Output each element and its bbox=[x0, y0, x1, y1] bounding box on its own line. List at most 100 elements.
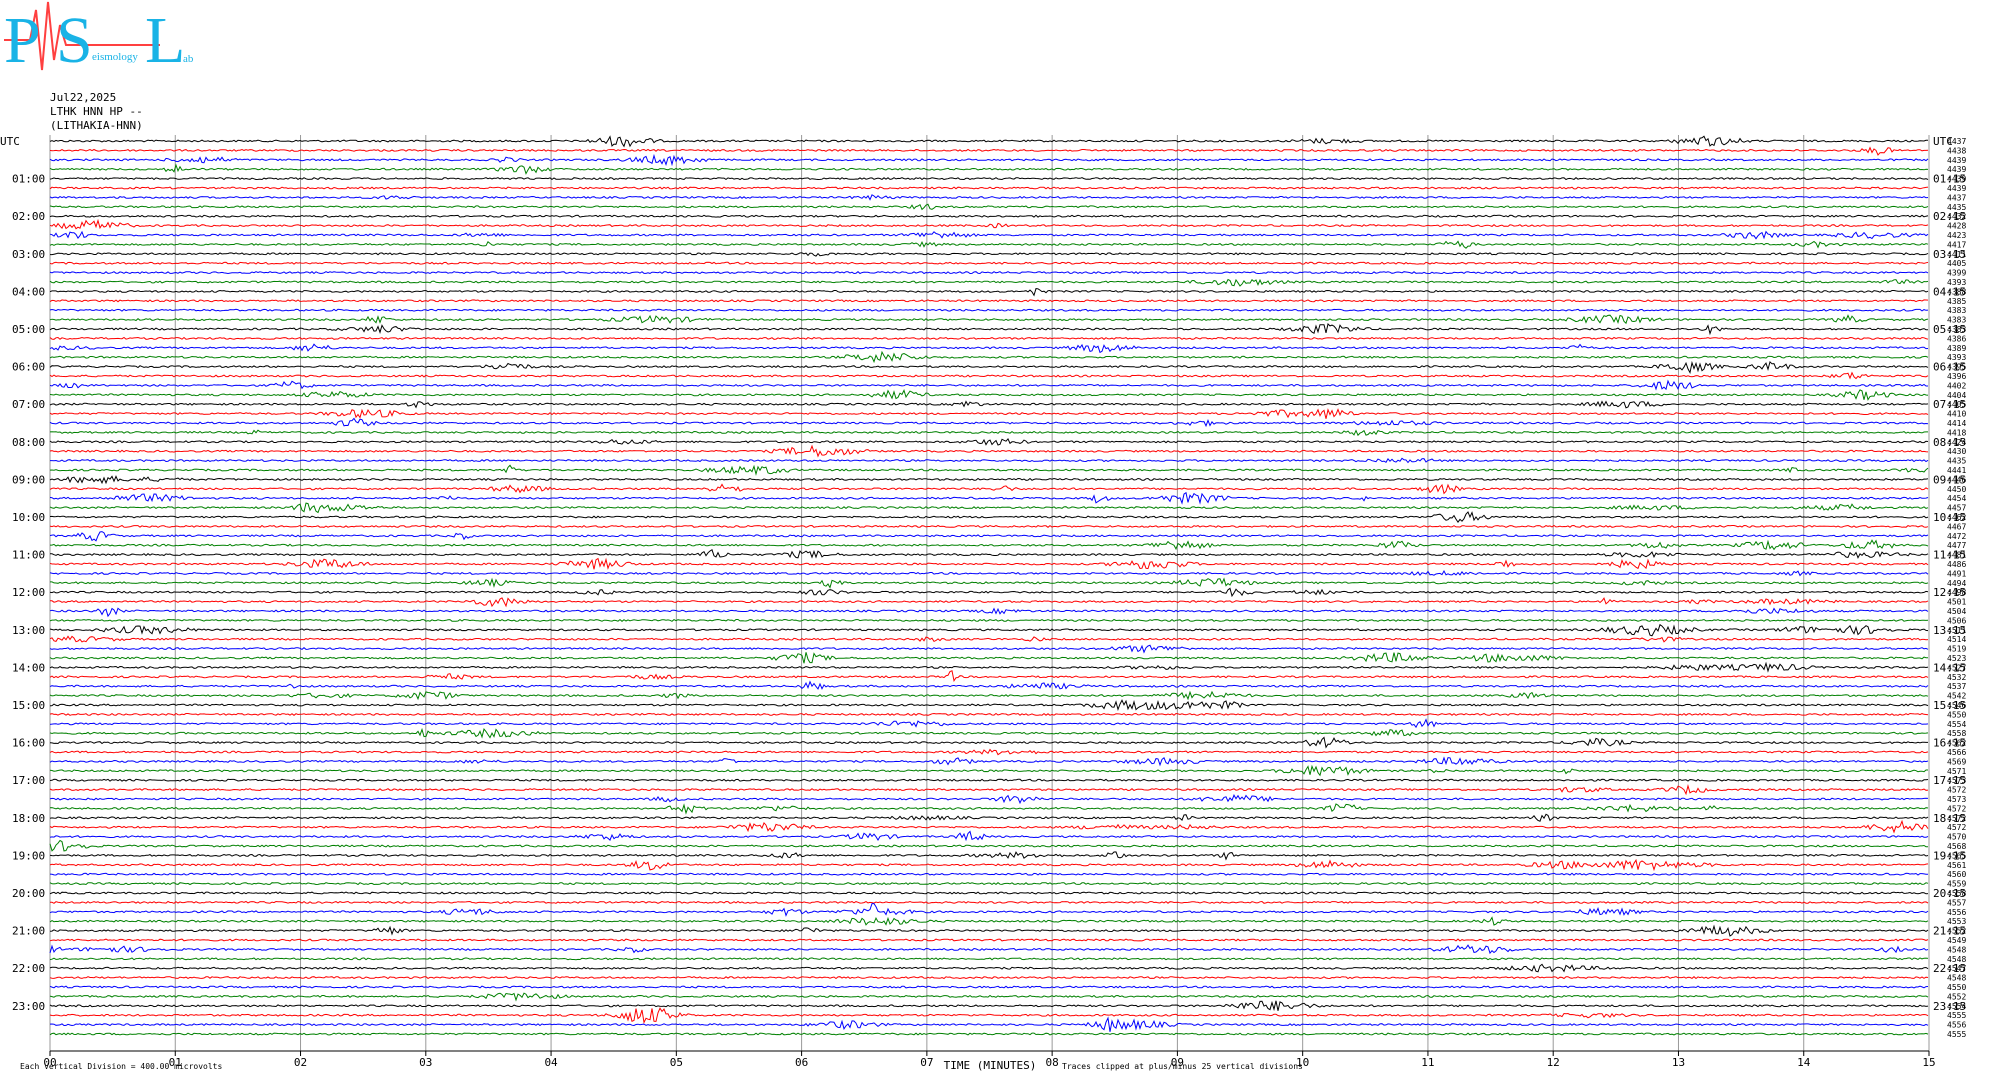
seismic-trace bbox=[49, 299, 1929, 303]
logo-wave bbox=[4, 1, 160, 71]
trace-count: 4424 bbox=[1947, 438, 1966, 447]
trace-count: 4404 bbox=[1947, 391, 1966, 400]
logo-word: eismology bbox=[92, 51, 138, 63]
left-time-label: 06:00 bbox=[12, 361, 45, 374]
seismic-trace bbox=[50, 539, 1929, 551]
trace-count: 4568 bbox=[1947, 842, 1966, 851]
trace-count: 4467 bbox=[1947, 522, 1966, 531]
trace-count: 4383 bbox=[1947, 306, 1966, 315]
seismic-trace bbox=[50, 597, 1929, 608]
seismic-trace bbox=[49, 549, 1929, 559]
header-name: (LITHAKIA-HNN) bbox=[50, 119, 143, 132]
seismic-trace bbox=[49, 727, 1929, 739]
seismic-trace bbox=[49, 437, 1929, 446]
seismic-trace bbox=[49, 680, 1929, 690]
trace-count: 4561 bbox=[1947, 861, 1966, 870]
trace-count: 4454 bbox=[1947, 494, 1966, 503]
seismic-trace bbox=[49, 429, 1928, 437]
seismic-trace bbox=[49, 491, 1929, 505]
trace-count: 4504 bbox=[1947, 607, 1966, 616]
right-time-label: 01:15 bbox=[1933, 173, 1966, 186]
seismic-trace bbox=[49, 661, 1929, 673]
x-tick-label: 14 bbox=[1797, 1056, 1811, 1069]
seismic-trace bbox=[49, 308, 1929, 312]
left-time-label: 14:00 bbox=[12, 661, 45, 674]
seismic-trace bbox=[49, 350, 1929, 364]
trace-count: 4402 bbox=[1947, 381, 1966, 390]
trace-count: 4437 bbox=[1947, 137, 1966, 146]
seismic-trace bbox=[49, 379, 1928, 391]
trace-count: 4549 bbox=[1947, 936, 1966, 945]
trace-count: 4395 bbox=[1947, 363, 1966, 372]
trace-count: 4552 bbox=[1947, 927, 1966, 936]
seismic-trace bbox=[49, 511, 1929, 523]
trace-count: 4558 bbox=[1947, 889, 1966, 898]
seismic-trace bbox=[49, 483, 1929, 495]
seismic-trace bbox=[49, 288, 1929, 297]
trace-count: 4558 bbox=[1947, 729, 1966, 738]
seismic-trace bbox=[49, 1016, 1929, 1032]
trace-count: 4559 bbox=[1947, 880, 1966, 889]
seismic-trace bbox=[49, 963, 1929, 973]
x-tick-label: 11 bbox=[1421, 1056, 1434, 1069]
seismic-trace bbox=[49, 858, 1929, 872]
seismic-trace bbox=[49, 475, 1929, 485]
header-station: LTHK HNN HP -- bbox=[50, 105, 143, 118]
left-time-label: 21:00 bbox=[12, 925, 45, 938]
trace-count: 4572 bbox=[1947, 786, 1966, 795]
trace-count: 4383 bbox=[1947, 325, 1966, 334]
trace-count: 4494 bbox=[1947, 579, 1966, 588]
seismic-trace bbox=[49, 992, 1929, 1002]
logo-letter: S bbox=[56, 4, 93, 77]
trace-count: 4547 bbox=[1947, 964, 1966, 973]
seismic-trace bbox=[49, 163, 1929, 175]
seismic-trace bbox=[49, 882, 1929, 886]
seismic-trace bbox=[49, 670, 1929, 682]
left-time-label: 15:00 bbox=[12, 699, 45, 712]
logo: P S eismology L ab bbox=[4, 1, 194, 77]
trace-count: 4519 bbox=[1947, 645, 1966, 654]
trace-count: 4498 bbox=[1947, 588, 1966, 597]
trace-count: 4389 bbox=[1947, 344, 1966, 353]
seismic-trace bbox=[49, 916, 1929, 926]
left-time-label: 12:00 bbox=[12, 586, 45, 599]
trace-count: 4439 bbox=[1947, 175, 1966, 184]
trace-count: 4572 bbox=[1947, 814, 1966, 823]
trace-count: 4570 bbox=[1947, 833, 1966, 842]
seismic-trace bbox=[49, 314, 1929, 325]
seismic-trace bbox=[49, 851, 1929, 861]
seismic-trace bbox=[49, 778, 1929, 782]
left-time-label: 10:00 bbox=[12, 511, 45, 524]
trace-count: 4414 bbox=[1947, 419, 1966, 428]
trace-count: 4438 bbox=[1947, 146, 1966, 155]
trace-count: 4514 bbox=[1947, 635, 1966, 644]
trace-count: 4557 bbox=[1947, 898, 1966, 907]
trace-count: 4462 bbox=[1947, 513, 1966, 522]
x-tick-label: 12 bbox=[1547, 1056, 1560, 1069]
seismic-trace bbox=[49, 135, 1929, 148]
trace-count: 4572 bbox=[1947, 804, 1966, 813]
right-time-label: 17:15 bbox=[1933, 774, 1966, 787]
left-time-label: 07:00 bbox=[12, 398, 45, 411]
trace-count: 4573 bbox=[1947, 795, 1966, 804]
x-tick-label: 05 bbox=[670, 1056, 683, 1069]
left-time-label: 17:00 bbox=[12, 774, 45, 787]
trace-count: 4439 bbox=[1947, 156, 1966, 165]
right-time-label: 20:15 bbox=[1933, 887, 1966, 900]
seismic-trace bbox=[49, 712, 1929, 716]
seismic-trace bbox=[49, 278, 1929, 287]
left-time-label: 19:00 bbox=[12, 849, 45, 862]
trace-count: 4548 bbox=[1947, 945, 1966, 954]
seismic-trace bbox=[49, 1000, 1929, 1012]
seismic-trace bbox=[49, 652, 1928, 664]
trace-count: 4383 bbox=[1947, 316, 1966, 325]
x-tick-label: 15 bbox=[1922, 1056, 1935, 1069]
trace-count: 4410 bbox=[1947, 410, 1966, 419]
seismic-trace bbox=[49, 557, 1929, 570]
trace-count: 4555 bbox=[1947, 1030, 1966, 1039]
seismic-trace bbox=[49, 146, 1929, 156]
seismic-trace bbox=[50, 252, 1929, 257]
trace-count: 4386 bbox=[1947, 334, 1966, 343]
trace-count: 4554 bbox=[1947, 720, 1966, 729]
